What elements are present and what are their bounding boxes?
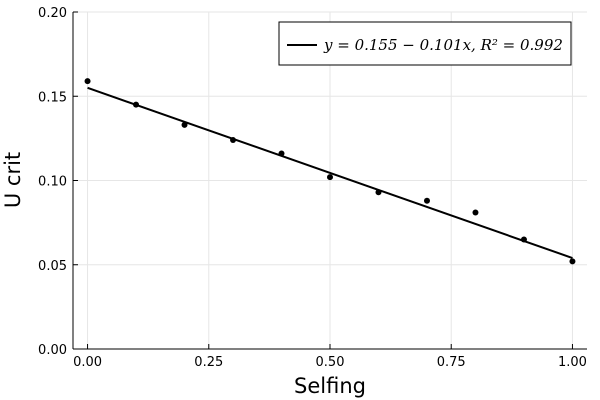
data-point (375, 189, 382, 196)
data-point (230, 137, 237, 144)
x-tick-label: 1.00 (558, 355, 587, 370)
data-point (327, 174, 333, 181)
x-axis-label: Selfing (294, 374, 366, 398)
y-tick-label: 0.05 (38, 259, 67, 274)
y-tick-label: 0.15 (38, 90, 67, 105)
y-ticks: 0.00 0.05 0.10 0.15 0.20 (38, 6, 78, 358)
legend: y = 0.155 − 0.101x, R² = 0.992 (278, 21, 572, 66)
y-tick-label: 0.10 (38, 175, 67, 190)
legend-box (278, 21, 572, 66)
data-point (133, 101, 140, 108)
data-point (423, 197, 430, 204)
data-point (520, 236, 527, 243)
data-point (278, 150, 285, 157)
x-tick-label: 0.00 (73, 355, 102, 370)
x-tick-label: 0.50 (316, 355, 345, 370)
y-tick-label: 0.00 (38, 343, 67, 358)
y-axis-label: U crit (1, 152, 25, 208)
data-points (84, 78, 576, 265)
fit-line-group (87, 86, 573, 259)
legend-fit-label: y = 0.155 − 0.101x, R² = 0.992 (323, 36, 563, 54)
data-point (84, 78, 91, 85)
x-ticks: 0.00 0.25 0.50 0.75 1.00 (73, 344, 587, 370)
data-point (569, 258, 576, 265)
y-tick-label: 0.20 (38, 6, 67, 21)
data-point (181, 121, 188, 128)
data-point (472, 209, 479, 216)
x-tick-label: 0.25 (194, 355, 223, 370)
fit-line (87, 86, 573, 259)
x-tick-label: 0.75 (437, 355, 466, 370)
